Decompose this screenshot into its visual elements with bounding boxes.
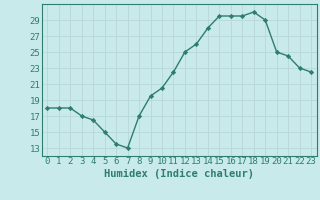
X-axis label: Humidex (Indice chaleur): Humidex (Indice chaleur) bbox=[104, 169, 254, 179]
